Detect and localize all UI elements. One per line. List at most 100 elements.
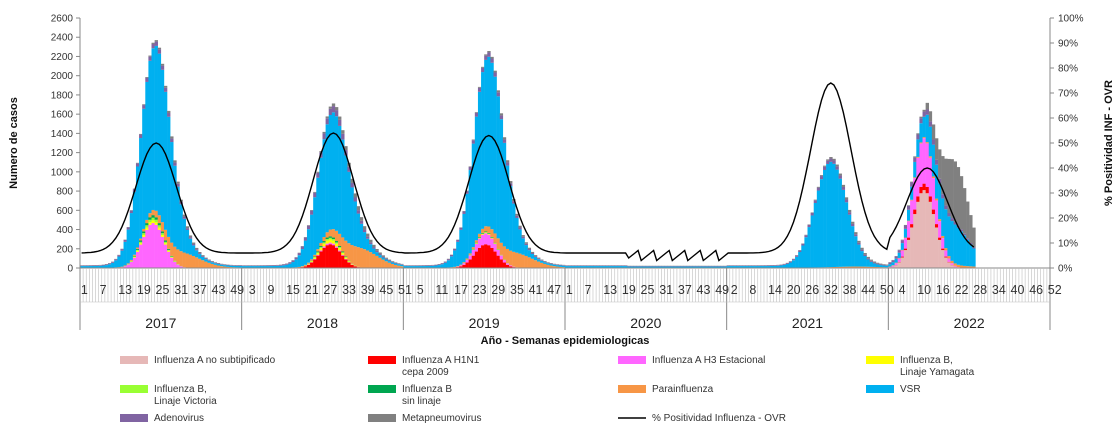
bar-segment <box>509 181 513 184</box>
bar-segment <box>375 250 379 253</box>
bar-segment <box>894 256 898 259</box>
bar-segment <box>213 262 218 264</box>
bar-segment <box>950 263 954 265</box>
bar-segment <box>347 166 351 172</box>
bar-segment <box>369 242 373 245</box>
bar-segment <box>453 266 457 268</box>
bar-segment <box>278 264 283 266</box>
bar-segment <box>263 265 267 267</box>
bar-segment <box>919 142 923 144</box>
bar-segment <box>117 256 121 268</box>
bar-segment <box>630 266 634 268</box>
bar-segment <box>167 251 171 268</box>
bar-segment <box>490 236 494 238</box>
bar-segment <box>275 265 280 266</box>
bar-segment <box>599 266 603 268</box>
bar-segment <box>328 229 333 237</box>
bar-segment <box>474 243 479 252</box>
bar-segment <box>474 112 479 113</box>
bar-segment <box>101 264 106 266</box>
bar-segment <box>953 161 957 222</box>
bar-segment <box>313 259 317 268</box>
bar-segment <box>882 264 886 265</box>
bar-segment <box>204 261 208 268</box>
bar-segment <box>509 183 513 187</box>
bar-segment <box>499 259 504 268</box>
bar-segment <box>838 266 842 268</box>
week-tick-label: 45 <box>379 283 393 297</box>
bar-segment <box>350 245 354 264</box>
bar-segment <box>910 224 914 228</box>
bar-segment <box>294 257 298 260</box>
bar-segment <box>142 233 146 236</box>
week-tick-label: 19 <box>137 283 151 297</box>
bar-segment <box>496 249 500 256</box>
bar-segment <box>897 258 902 262</box>
bar-segment <box>521 254 525 268</box>
bar-segment <box>916 201 920 268</box>
bar-segment <box>804 235 808 238</box>
bar-segment <box>465 193 469 259</box>
bar-segment <box>854 236 858 267</box>
bar-segment <box>484 231 488 233</box>
bar-segment <box>167 116 171 237</box>
y2-tick-label: 70% <box>1058 89 1078 100</box>
bar-segment <box>922 138 926 184</box>
bar-segment <box>502 260 507 263</box>
bar-segment <box>232 265 236 268</box>
bar-segment <box>530 252 535 254</box>
bar-segment <box>962 235 967 266</box>
bar-segment <box>288 263 292 268</box>
bar-segment <box>139 243 143 245</box>
bar-segment <box>891 260 895 263</box>
y2-axis-label: % Positividad INF - OVR <box>1103 80 1115 206</box>
bar-segment <box>931 176 936 179</box>
bar-segment <box>938 149 942 179</box>
bar-segment <box>742 266 746 268</box>
bar-segment <box>191 255 196 268</box>
bar-segment <box>160 65 165 70</box>
bar-segment <box>163 229 168 241</box>
week-tick-label: 27 <box>323 283 337 297</box>
bar-segment <box>925 142 929 144</box>
bar-segment <box>328 244 333 268</box>
bar-segment <box>394 262 398 264</box>
bar-segment <box>322 133 326 140</box>
bar-segment <box>916 196 920 202</box>
week-tick-label: 31 <box>659 283 673 297</box>
bar-segment <box>471 143 476 248</box>
bar-segment <box>331 243 336 246</box>
bar-segment <box>145 77 149 82</box>
bar-segment <box>686 266 690 268</box>
bar-segment <box>879 265 883 268</box>
bar-segment <box>913 177 917 179</box>
bar-segment <box>291 262 295 268</box>
bar-segment <box>882 265 886 268</box>
bar-segment <box>319 250 323 252</box>
bar-segment <box>767 265 771 267</box>
bar-segment <box>151 209 155 216</box>
bar-segment <box>938 219 942 222</box>
bar-segment <box>947 262 951 268</box>
bar-segment <box>142 235 146 237</box>
bar-segment <box>397 264 401 266</box>
bar-segment <box>925 193 929 268</box>
week-tick-label: 33 <box>342 283 356 297</box>
bar-segment <box>832 158 836 161</box>
bar-segment <box>254 266 258 268</box>
bar-segment <box>782 264 786 268</box>
bar-segment <box>328 242 333 245</box>
bar-segment <box>322 241 326 243</box>
bar-segment <box>798 250 802 253</box>
bar-segment <box>670 266 675 268</box>
bar-segment <box>869 266 874 268</box>
bar-segment <box>135 250 140 252</box>
bar-segment <box>123 266 127 268</box>
bar-segment <box>972 266 976 268</box>
bar-segment <box>655 266 659 268</box>
week-tick-label: 20 <box>787 283 801 297</box>
bar-segment <box>313 256 317 258</box>
bar-segment <box>900 250 905 257</box>
bar-segment <box>362 229 367 233</box>
bar-segment <box>583 266 588 268</box>
